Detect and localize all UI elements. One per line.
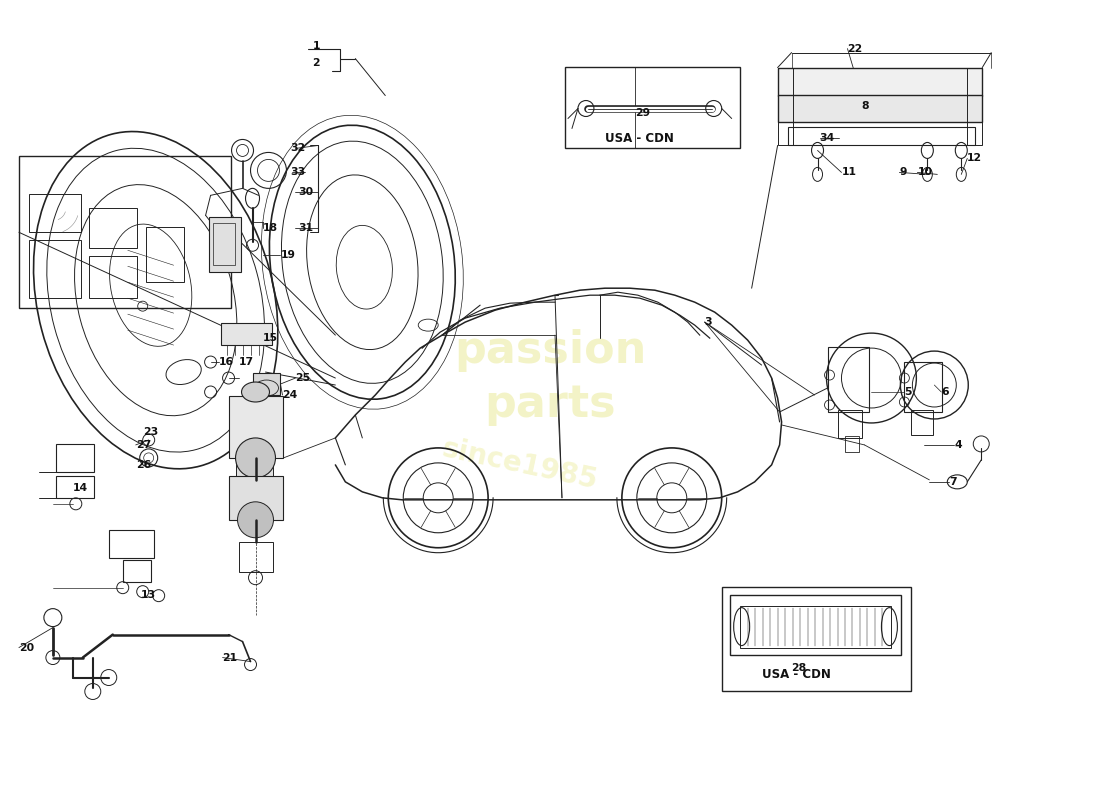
Bar bbox=[229, 476, 284, 520]
Text: 34: 34 bbox=[820, 134, 835, 143]
Text: 33: 33 bbox=[290, 167, 306, 178]
Text: 32: 32 bbox=[290, 143, 306, 154]
Text: 10: 10 bbox=[917, 167, 933, 178]
Bar bbox=[56, 444, 94, 472]
Text: 20: 20 bbox=[19, 642, 34, 653]
Text: parts: parts bbox=[484, 383, 616, 426]
Text: 28: 28 bbox=[792, 662, 806, 673]
Text: 22: 22 bbox=[847, 44, 862, 54]
Bar bbox=[904, 362, 943, 412]
Text: 29: 29 bbox=[635, 107, 650, 118]
Bar bbox=[778, 94, 982, 122]
Bar bbox=[846, 436, 859, 452]
Text: 1: 1 bbox=[312, 41, 320, 50]
Bar bbox=[729, 594, 901, 654]
Bar bbox=[145, 227, 184, 282]
Bar bbox=[212, 223, 234, 266]
Text: 14: 14 bbox=[73, 483, 88, 493]
Bar bbox=[967, 67, 982, 146]
Bar bbox=[827, 347, 869, 412]
Text: 24: 24 bbox=[283, 390, 298, 400]
Text: 23: 23 bbox=[143, 427, 158, 437]
Bar bbox=[29, 240, 80, 298]
Bar bbox=[239, 542, 274, 572]
Text: 12: 12 bbox=[967, 154, 982, 163]
Text: 21: 21 bbox=[222, 653, 238, 662]
Bar bbox=[778, 67, 982, 95]
Bar bbox=[722, 586, 912, 691]
Text: 25: 25 bbox=[296, 373, 310, 383]
Bar bbox=[739, 606, 891, 647]
Bar bbox=[19, 157, 231, 308]
Text: since1985: since1985 bbox=[440, 434, 601, 495]
Bar bbox=[837, 410, 862, 438]
Text: 30: 30 bbox=[298, 187, 314, 198]
Text: 31: 31 bbox=[298, 223, 314, 234]
Bar bbox=[788, 127, 976, 146]
Text: 6: 6 bbox=[942, 387, 949, 397]
Bar bbox=[209, 218, 241, 272]
Text: 15: 15 bbox=[263, 333, 277, 343]
Text: 8: 8 bbox=[861, 101, 869, 110]
Bar bbox=[253, 373, 280, 395]
Text: 16: 16 bbox=[219, 357, 233, 367]
Bar bbox=[912, 410, 933, 435]
Text: passion: passion bbox=[454, 329, 646, 371]
Text: 13: 13 bbox=[141, 590, 156, 600]
Ellipse shape bbox=[238, 502, 274, 538]
Bar bbox=[89, 208, 136, 248]
Text: 2: 2 bbox=[312, 58, 320, 67]
Text: 9: 9 bbox=[900, 167, 906, 178]
Text: 19: 19 bbox=[280, 250, 296, 260]
Bar bbox=[56, 476, 94, 498]
Text: 27: 27 bbox=[135, 440, 151, 450]
Bar bbox=[235, 456, 274, 478]
Text: 3: 3 bbox=[705, 317, 713, 327]
Bar bbox=[229, 396, 284, 458]
Ellipse shape bbox=[235, 438, 275, 478]
Text: 11: 11 bbox=[842, 167, 857, 178]
Text: 4: 4 bbox=[955, 440, 961, 450]
Text: USA - CDN: USA - CDN bbox=[605, 132, 674, 145]
Bar bbox=[778, 67, 793, 146]
Ellipse shape bbox=[242, 382, 270, 402]
Text: USA - CDN: USA - CDN bbox=[761, 668, 830, 681]
Bar bbox=[109, 530, 154, 558]
Text: 26: 26 bbox=[135, 460, 151, 470]
Bar bbox=[29, 194, 80, 232]
Text: 17: 17 bbox=[239, 357, 254, 367]
Text: 5: 5 bbox=[904, 387, 912, 397]
Bar bbox=[221, 323, 273, 345]
Text: 7: 7 bbox=[949, 477, 957, 487]
Bar bbox=[565, 66, 739, 149]
Text: 18: 18 bbox=[263, 223, 277, 234]
Bar bbox=[123, 560, 151, 582]
Bar bbox=[89, 256, 136, 298]
